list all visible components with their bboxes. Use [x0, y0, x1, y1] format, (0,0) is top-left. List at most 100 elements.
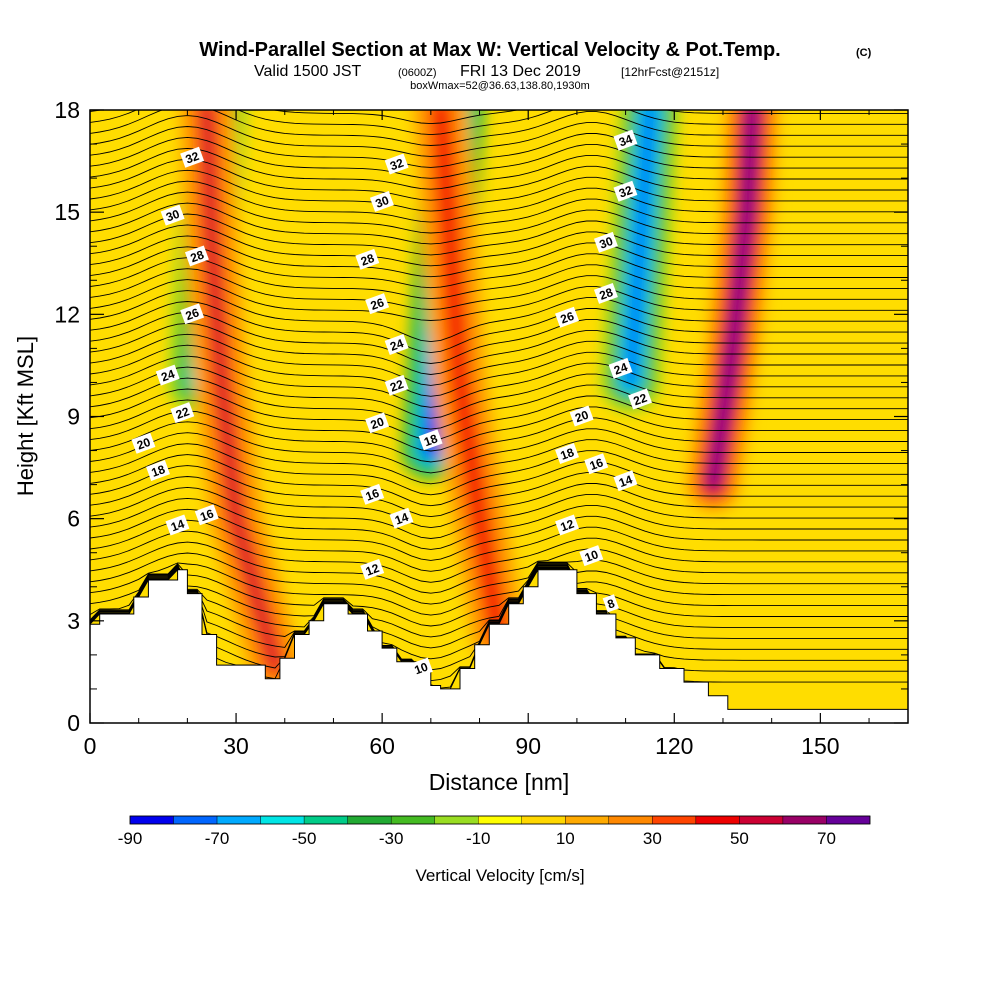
contour-label: 20 [365, 412, 390, 434]
contour-label: 14 [613, 470, 638, 492]
colorbar-tick-label: 30 [643, 829, 662, 848]
contour-label-text: 32 [617, 183, 635, 201]
contour-label-text: 28 [597, 285, 615, 303]
colorbar-tick-label: -10 [466, 829, 491, 848]
colorbar-swatch [478, 815, 522, 825]
contour-label: 32 [613, 180, 638, 202]
colorbar-swatch [521, 815, 566, 825]
y-tick-label: 18 [54, 97, 80, 123]
contour-label-box [602, 594, 620, 613]
contour-label-text: 24 [159, 367, 177, 385]
contour-label: 16 [360, 483, 385, 505]
y-axis-title: Height [Kft MSL] [13, 336, 38, 496]
contour-label-text: 22 [388, 377, 406, 395]
theta-contour [90, 257, 908, 300]
theta-contour [90, 399, 908, 452]
theta-contour [90, 388, 908, 441]
theta-contour [90, 530, 908, 583]
x-tick-label: 30 [223, 733, 249, 759]
theta-contour [90, 301, 908, 354]
theta-contour [90, 454, 908, 507]
theta-contour [90, 519, 908, 572]
theta-contour [90, 224, 908, 267]
theta-contour [90, 268, 908, 310]
colorbar-frame [129, 815, 871, 825]
contour-label-text: 8 [605, 596, 616, 612]
x-tick-label: 60 [369, 733, 395, 759]
contour-label-text: 28 [359, 251, 377, 269]
theta-contour [90, 563, 908, 638]
contour-label: 26 [365, 293, 390, 315]
contour-label: 20 [131, 432, 156, 454]
contour-label-box [365, 293, 390, 315]
theta-contour [90, 443, 908, 496]
contour-label-box [555, 306, 579, 328]
subtitle-date: FRI 13 Dec 2019 [460, 63, 581, 80]
contour-label-text: 30 [373, 193, 391, 211]
theta-contour [90, 562, 908, 616]
contour-label-text: 22 [174, 404, 192, 422]
contour-label-box [569, 405, 594, 427]
contour-label: 22 [628, 388, 652, 410]
contour-label: 16 [194, 504, 219, 526]
contour-label: 10 [408, 657, 433, 679]
theta-contour [90, 567, 908, 682]
contour-label: 8 [602, 594, 620, 613]
contour-label-box [613, 470, 638, 492]
contour-label-box [613, 129, 638, 151]
contour-label-box [180, 146, 205, 168]
theta-contour [90, 421, 908, 474]
downdraft-band [623, 110, 657, 390]
contour-label: 26 [555, 306, 579, 328]
contour-label: 16 [584, 453, 609, 475]
vertical-velocity-field [167, 110, 781, 694]
subtitle-forecast: [12hrFcst@2151z] [621, 65, 719, 79]
contour-label-text: 34 [617, 132, 635, 150]
contour-label-text: 30 [164, 207, 182, 225]
theta-contour [90, 213, 908, 256]
contour-label-text: 24 [388, 336, 406, 354]
contour-label-box [384, 153, 409, 175]
contour-label-text: 30 [597, 234, 615, 252]
contour-label-box [355, 248, 380, 270]
colorbar-tick-label: 70 [817, 829, 836, 848]
contour-label: 12 [360, 558, 385, 580]
plot-area: 3230282624222018161432302826242220181614… [90, 110, 908, 723]
colorbar-swatch [303, 815, 348, 825]
axes: 0 30 60 90 120 150 0 3 6 9 12 15 18 [54, 97, 908, 759]
contour-label-box [584, 453, 609, 475]
copyright-mark: (C) [856, 47, 872, 59]
x-tick-label: 90 [515, 733, 541, 759]
contour-label-text: 26 [369, 295, 387, 313]
contour-label-text: 12 [559, 517, 577, 535]
contour-label-box [365, 412, 390, 434]
contour-label-box [593, 282, 618, 304]
contour-label: 12 [555, 514, 579, 536]
theta-contour [90, 235, 908, 278]
contour-label: 28 [355, 248, 380, 270]
contour-label: 14 [165, 514, 190, 536]
colorbar-swatch [216, 815, 261, 825]
contour-label: 24 [384, 334, 409, 355]
contour-label-box [180, 303, 205, 325]
colorbar-swatch [434, 815, 479, 825]
contour-label-text: 10 [583, 547, 601, 565]
colorbar-tick-label: -90 [118, 829, 143, 848]
box-info: boxWmax=52@36.63,138.80,1930m [410, 80, 590, 92]
x-tick-label: 150 [801, 733, 839, 759]
contour-label-box [579, 545, 604, 567]
subtitle-utc: (0600Z) [398, 67, 437, 79]
contour-label-box [146, 460, 170, 481]
contour-label-box [384, 334, 409, 355]
theta-contour [90, 552, 908, 605]
contour-label-text: 18 [150, 462, 168, 480]
contour-label-box [613, 180, 638, 202]
colorbar-swatch [565, 815, 610, 825]
contour-label-box [155, 364, 180, 386]
y-tick-label: 6 [67, 506, 80, 532]
contour-label: 18 [418, 429, 443, 451]
colorbar-swatch [826, 815, 871, 825]
theta-contour [90, 355, 908, 408]
